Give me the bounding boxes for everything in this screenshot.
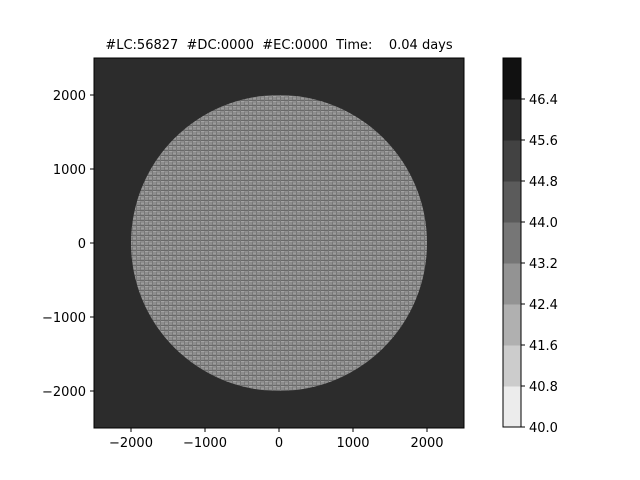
colorbar-segment	[503, 263, 521, 305]
colorbar-tick-label: 40.8	[529, 380, 558, 395]
disk-field	[131, 95, 427, 391]
chart-title: #LC:56827 #DC:0000 #EC:0000 Time: 0.04 d…	[105, 38, 453, 53]
colorbar-segment	[503, 345, 521, 387]
y-tick-label: −2000	[42, 385, 86, 400]
y-tick-label: 0	[78, 237, 86, 252]
colorbar-tick-label: 41.6	[529, 339, 558, 354]
colorbar-segment	[503, 140, 521, 182]
x-tick-label: 2000	[410, 436, 443, 451]
x-tick-label: 0	[275, 436, 283, 451]
x-axis: −2000 −1000 0 1000 2000	[109, 428, 444, 451]
y-tick-label: 1000	[53, 163, 86, 178]
colorbar-segment	[503, 222, 521, 264]
x-tick-label: 1000	[336, 436, 369, 451]
colorbar-tick-label: 42.4	[529, 298, 558, 313]
y-tick-label: 2000	[53, 89, 86, 104]
colorbar-tick-label: 43.2	[529, 257, 558, 272]
colorbar-segment	[503, 99, 521, 141]
colorbar-tick-label: 40.0	[529, 421, 558, 436]
y-tick-label: −1000	[42, 311, 86, 326]
y-axis: 2000 1000 0 −1000 −2000	[42, 89, 94, 400]
colorbar-tick-label: 46.4	[529, 93, 558, 108]
colorbar-segment	[503, 58, 521, 100]
colorbar-tick-label: 44.8	[529, 175, 558, 190]
plot-area	[94, 58, 464, 428]
colorbar-segment	[503, 181, 521, 223]
x-tick-label: −2000	[109, 436, 153, 451]
x-tick-label: −1000	[183, 436, 227, 451]
colorbar-tick-label: 44.0	[529, 216, 558, 231]
colorbar-segment	[503, 304, 521, 346]
colorbar: 40.0 40.8 41.6 42.4 43.2 44.0 44.8 45.6 46.4	[502, 57, 558, 436]
colorbar-frame	[502, 57, 522, 428]
colorbar-segment	[503, 386, 521, 428]
colorbar-tick-label: 45.6	[529, 134, 558, 149]
